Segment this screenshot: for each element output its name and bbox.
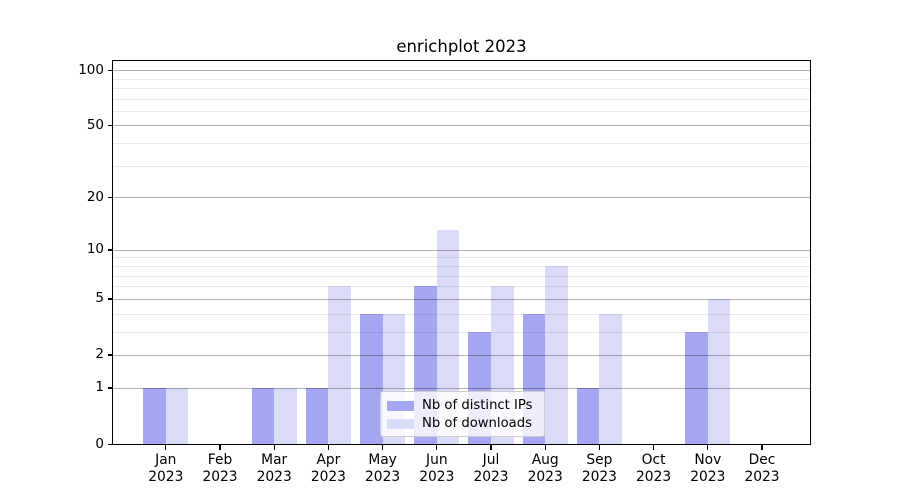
- bar-distinct-ips-may: [360, 313, 383, 444]
- bar-distinct-ips-sep: [576, 387, 600, 444]
- x-tick-label: Dec 2023: [744, 452, 780, 485]
- legend-swatch-distinct-ips: [387, 400, 414, 411]
- x-tick-mark: [273, 445, 275, 450]
- y-tick-mark: [108, 443, 113, 445]
- y-tick-mark: [108, 387, 113, 389]
- y-tick-label: 50: [86, 116, 104, 133]
- bar-downloads-nov: [707, 298, 731, 444]
- bar-downloads-apr: [328, 286, 351, 444]
- bar-downloads-jan: [165, 387, 189, 444]
- bar-distinct-ips-jan: [143, 387, 166, 444]
- legend-label-downloads: Nb of downloads: [422, 416, 532, 431]
- x-tick-label: Apr 2023: [310, 452, 346, 485]
- y-tick-label: 2: [95, 346, 104, 363]
- x-tick-label: Jun 2023: [419, 452, 455, 485]
- x-tick-mark: [327, 445, 330, 450]
- x-tick-label: Oct 2023: [636, 452, 672, 485]
- y-tick-mark: [108, 249, 113, 251]
- y-tick-label: 5: [95, 290, 104, 307]
- x-tick-label: Sep 2023: [581, 452, 617, 485]
- x-tick-mark: [707, 445, 709, 450]
- y-tick-label: 20: [86, 188, 104, 205]
- x-tick-mark: [598, 445, 601, 450]
- bar-downloads-sep: [599, 313, 622, 444]
- legend: Nb of distinct IPs Nb of downloads: [380, 391, 545, 437]
- x-tick-mark: [165, 445, 167, 450]
- y-tick-mark: [108, 124, 113, 127]
- x-tick-mark: [381, 445, 384, 450]
- legend-entry-distinct-ips: Nb of distinct IPs: [387, 397, 537, 414]
- x-tick-label: Feb 2023: [202, 452, 238, 485]
- legend-label-distinct-ips: Nb of distinct IPs: [422, 398, 533, 413]
- y-tick-label: 10: [86, 241, 104, 258]
- legend-swatch-downloads: [387, 418, 414, 429]
- plot-area: [112, 60, 811, 445]
- bars-layer: [113, 61, 810, 444]
- bar-distinct-ips-mar: [251, 387, 275, 444]
- y-tick-mark: [108, 298, 113, 300]
- x-tick-mark: [490, 445, 492, 450]
- y-tick-label: 100: [78, 61, 104, 78]
- bar-downloads-jun: [436, 230, 460, 444]
- bar-downloads-aug: [545, 265, 568, 444]
- x-tick-label: Aug 2023: [527, 452, 563, 485]
- bar-distinct-ips-nov: [685, 331, 708, 444]
- chart-title: enrichplot 2023: [396, 37, 527, 56]
- y-tick-label: 0: [95, 435, 104, 452]
- y-tick-mark: [108, 196, 113, 199]
- x-tick-label: Jan 2023: [148, 452, 184, 485]
- legend-entry-downloads: Nb of downloads: [387, 415, 537, 432]
- x-tick-mark: [436, 445, 438, 450]
- x-tick-mark: [761, 445, 763, 450]
- x-tick-label: Nov 2023: [690, 452, 726, 485]
- x-tick-mark: [219, 445, 221, 450]
- x-tick-label: Jul 2023: [473, 452, 509, 485]
- x-tick-label: May 2023: [365, 452, 401, 485]
- bar-downloads-mar: [274, 387, 297, 444]
- y-tick-mark: [108, 69, 113, 71]
- x-tick-mark: [652, 445, 655, 450]
- x-tick-label: Mar 2023: [256, 452, 292, 485]
- y-tick-mark: [108, 354, 113, 356]
- bar-distinct-ips-apr: [305, 387, 329, 444]
- y-tick-label: 1: [95, 379, 104, 396]
- x-tick-mark: [544, 445, 546, 450]
